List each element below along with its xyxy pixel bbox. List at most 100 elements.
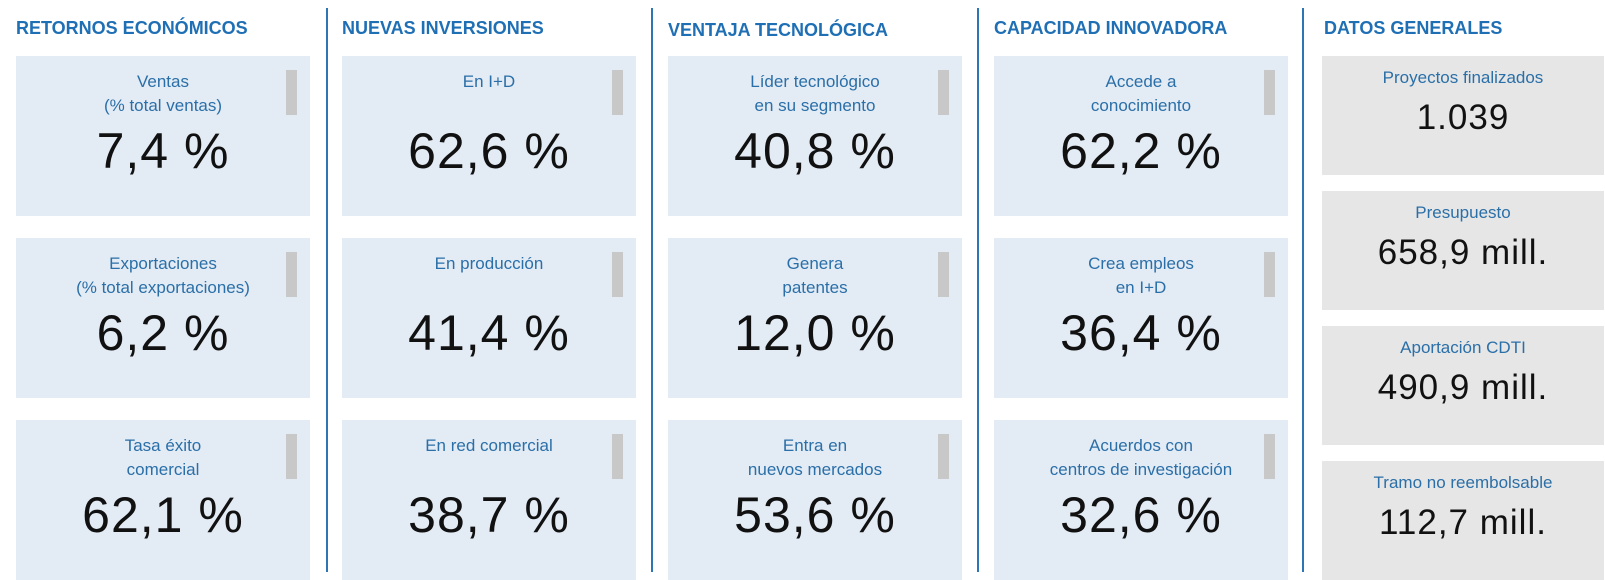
- card-handle: [938, 70, 949, 115]
- kpi-value: 62,6 %: [408, 123, 570, 179]
- kpi-value: 38,7 %: [408, 487, 570, 543]
- kpi-label: Genera patentes: [668, 252, 962, 300]
- label-line: Tasa éxito: [124, 436, 202, 455]
- kpi-card: Presupuesto 658,9 mill.: [1322, 191, 1604, 310]
- card-handle: [1264, 434, 1275, 479]
- label-line: Proyectos finalizados: [1382, 68, 1544, 87]
- kpi-card: En red comercial 38,7 %: [342, 420, 636, 580]
- kpi-label: En I+D: [342, 70, 636, 118]
- label-line: conocimiento: [1090, 96, 1192, 115]
- label-line: Crea empleos: [1088, 254, 1194, 273]
- kpi-label: Tramo no reembolsable: [1322, 471, 1604, 495]
- card-handle: [286, 252, 297, 297]
- kpi-value: 41,4 %: [408, 305, 570, 361]
- kpi-card: Acuerdos con centros de investigación 32,6…: [994, 420, 1288, 580]
- label-line: Presupuesto: [1415, 203, 1511, 222]
- kpi-card: Genera patentes 12,0 %: [668, 238, 962, 398]
- column-title: NUEVAS INVERSIONES: [342, 18, 544, 38]
- kpi-label: Proyectos finalizados: [1322, 66, 1604, 90]
- card-handle: [1264, 252, 1275, 297]
- kpi-value: 12,0 %: [734, 305, 896, 361]
- kpi-card: Líder tecnológico en su segmento 40,8 %: [668, 56, 962, 216]
- kpi-card: En I+D 62,6 %: [342, 56, 636, 216]
- kpi-label: Ventas (% total ventas): [16, 70, 310, 118]
- label-line: patentes: [782, 278, 848, 297]
- column: VENTAJA TECNOLÓGICA Líder tecnológico en s…: [668, 0, 962, 580]
- kpi-label: Acuerdos con centros de investigación: [994, 434, 1288, 482]
- label-line: Aportación CDTI: [1400, 338, 1526, 357]
- label-line: en su segmento: [754, 96, 876, 115]
- column-title: RETORNOS ECONÓMICOS: [16, 18, 248, 38]
- kpi-card: En producción 41,4 %: [342, 238, 636, 398]
- kpi-value: 490,9 mill.: [1377, 368, 1549, 407]
- column: RETORNOS ECONÓMICOS Ventas (% total ventas…: [16, 0, 310, 580]
- kpi-label: Entra en nuevos mercados: [668, 434, 962, 482]
- kpi-value: 1.039: [1416, 98, 1510, 137]
- kpi-value: 40,8 %: [734, 123, 896, 179]
- label-line: en I+D: [1115, 278, 1167, 297]
- kpi-label: Tasa éxito comercial: [16, 434, 310, 482]
- kpi-card: Aportación CDTI 490,9 mill.: [1322, 326, 1604, 445]
- separator: [326, 8, 328, 572]
- label-line: Ventas: [137, 72, 189, 91]
- kpi-card: Entra en nuevos mercados 53,6 %: [668, 420, 962, 580]
- card-handle: [612, 70, 623, 115]
- label-line: En red comercial: [425, 436, 553, 455]
- kpi-card: Accede a conocimiento 62,2 %: [994, 56, 1288, 216]
- label-line: Exportaciones: [109, 254, 217, 273]
- label-line: Genera: [786, 254, 844, 273]
- kpi-label: En producción: [342, 252, 636, 300]
- column: DATOS GENERALES Proyectos finalizados 1.03…: [1322, 0, 1604, 580]
- label-line: En producción: [434, 254, 544, 273]
- kpi-label: Aportación CDTI: [1322, 336, 1604, 360]
- kpi-value: 6,2 %: [96, 305, 230, 361]
- kpi-value: 62,2 %: [1060, 123, 1222, 179]
- card-handle: [938, 252, 949, 297]
- kpi-label: Presupuesto: [1322, 201, 1604, 225]
- kpi-card: Ventas (% total ventas) 7,4 %: [16, 56, 310, 216]
- column-title: DATOS GENERALES: [1324, 18, 1503, 38]
- label-line: Entra en: [782, 436, 848, 455]
- kpi-value: 32,6 %: [1060, 487, 1222, 543]
- kpi-card: Exportaciones (% total exportaciones) 6,2 …: [16, 238, 310, 398]
- column-title: CAPACIDAD INNOVADORA: [994, 18, 1228, 38]
- label-line: comercial: [126, 460, 200, 479]
- card-handle: [612, 252, 623, 297]
- kpi-label: Líder tecnológico en su segmento: [668, 70, 962, 118]
- separator: [651, 8, 653, 572]
- card-handle: [286, 434, 297, 479]
- label-line: Accede a: [1105, 72, 1177, 91]
- label-line: nuevos mercados: [747, 460, 883, 479]
- separator: [1302, 8, 1304, 572]
- column: NUEVAS INVERSIONES En I+D 62,6 % En producc…: [342, 0, 636, 580]
- kpi-card: Crea empleos en I+D 36,4 %: [994, 238, 1288, 398]
- kpi-value: 658,9 mill.: [1377, 233, 1549, 272]
- label-line: Acuerdos con: [1089, 436, 1193, 455]
- kpi-label: Exportaciones (% total exportaciones): [16, 252, 310, 300]
- kpi-label: Accede a conocimiento: [994, 70, 1288, 118]
- kpi-card: Tramo no reembolsable 112,7 mill.: [1322, 461, 1604, 580]
- kpi-label: Crea empleos en I+D: [994, 252, 1288, 300]
- label-line: (% total ventas): [103, 96, 223, 115]
- label-line: Líder tecnológico: [750, 72, 880, 91]
- separator: [977, 8, 979, 572]
- kpi-value: 36,4 %: [1060, 305, 1222, 361]
- kpi-label: En red comercial: [342, 434, 636, 482]
- column: CAPACIDAD INNOVADORA Accede a conocimiento…: [994, 0, 1288, 580]
- card-handle: [286, 70, 297, 115]
- label-line: centros de investigación: [1049, 460, 1233, 479]
- kpi-value: 53,6 %: [734, 487, 896, 543]
- kpi-card: Proyectos finalizados 1.039: [1322, 56, 1604, 175]
- column-title: VENTAJA TECNOLÓGICA: [668, 20, 889, 40]
- kpi-value: 7,4 %: [96, 123, 230, 179]
- card-handle: [938, 434, 949, 479]
- kpi-value: 112,7 mill.: [1379, 503, 1547, 542]
- kpi-value: 62,1 %: [82, 487, 244, 543]
- kpi-card: Tasa éxito comercial 62,1 %: [16, 420, 310, 580]
- label-line: Tramo no reembolsable: [1373, 473, 1553, 492]
- card-handle: [1264, 70, 1275, 115]
- card-handle: [612, 434, 623, 479]
- label-line: En I+D: [462, 72, 516, 91]
- label-line: (% total exportaciones): [76, 278, 250, 297]
